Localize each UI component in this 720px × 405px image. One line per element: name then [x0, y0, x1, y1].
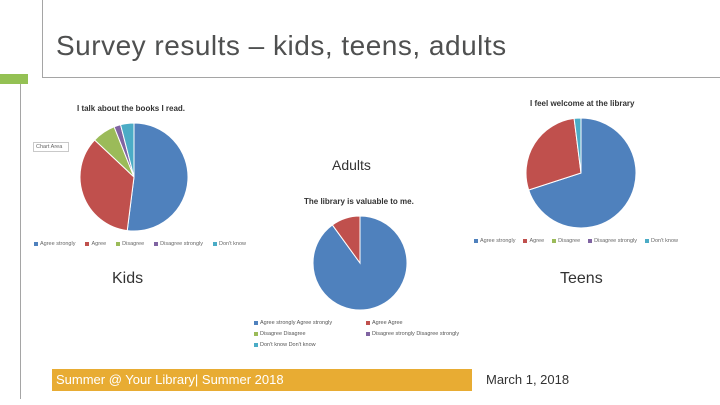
teens-label: Teens: [560, 270, 603, 287]
legend-swatch: [116, 242, 121, 246]
legend-label: Disagree strongly Disagree strongly: [372, 331, 460, 337]
legend-swatch: [254, 343, 258, 347]
legend-swatch: [34, 242, 38, 246]
footer-date: March 1, 2018: [486, 372, 570, 387]
legend-label: Don't know: [650, 238, 679, 244]
teens-slice-don-t-know: [573, 117, 582, 174]
teens-chart-title: I feel welcome at the library: [530, 99, 635, 108]
legend-label: Agree: [529, 238, 545, 244]
kids-chart-legend: Agree strongly Agree Disagree Disagree stro…: [34, 241, 246, 247]
adults-chart-legend: Agree strongly Agree strongly Agree Agree…: [254, 320, 476, 348]
legend-item: Don't know: [644, 238, 679, 244]
legend-label: Disagree strongly: [594, 238, 637, 244]
legend-label: Disagree: [122, 241, 145, 247]
legend-swatch: [644, 239, 649, 243]
legend-item: Agree Agree: [366, 320, 476, 326]
legend-label: Disagree: [558, 238, 581, 244]
kids-slice-don-t-know: [119, 122, 135, 178]
legend-item: Disagree strongly Disagree strongly: [366, 331, 476, 337]
kids-label: Kids: [112, 270, 144, 287]
legend-item: Don't know Don't know: [254, 342, 366, 348]
legend-label: Disagree strongly: [160, 241, 203, 247]
legend-item: Agree strongly: [34, 241, 75, 247]
legend-swatch: [154, 242, 159, 246]
legend-swatch: [523, 239, 528, 243]
legend-swatch: [254, 321, 258, 325]
legend-swatch: [552, 239, 557, 243]
kids-slice-agree-strongly: [126, 122, 189, 232]
legend-swatch: [474, 239, 478, 243]
legend-label: Don't know Don't know: [260, 342, 316, 348]
legend-item: Don't know: [212, 241, 247, 247]
legend-item: Disagree strongly: [154, 241, 203, 247]
chart-area-tag: Chart Area: [33, 142, 69, 152]
legend-label: Agree Agree: [372, 320, 403, 326]
legend-item: Disagree strongly: [588, 238, 637, 244]
legend-swatch: [366, 321, 370, 325]
legend-item: Disagree: [116, 241, 144, 247]
adults-label: Adults: [332, 157, 371, 173]
legend-swatch: [212, 242, 217, 246]
legend-item: Disagree Disagree: [254, 331, 366, 337]
title-horizontal-rule: [42, 77, 720, 78]
legend-label: Agree strongly: [480, 238, 516, 244]
kids-slice-disagree: [93, 126, 135, 178]
slide-title: Survey results – kids, teens, adults: [56, 30, 507, 61]
left-vertical-rule: [20, 84, 21, 399]
legend-swatch: [85, 242, 90, 246]
footer-banner: Summer @ Your Library| Summer 2018: [52, 369, 472, 391]
title-vertical-rule: [42, 0, 43, 77]
legend-item: Agree strongly: [474, 238, 515, 244]
legend-item: Agree: [85, 241, 106, 247]
kids-slice-disagree-strongly: [113, 124, 135, 178]
kids-slice-agree: [79, 139, 135, 232]
legend-label: Don't know: [218, 241, 247, 247]
adults-slice-agree-agree: [331, 215, 361, 265]
legend-swatch: [366, 332, 370, 336]
adults-chart-title: The library is valuable to me.: [304, 197, 414, 206]
legend-swatch: [588, 239, 593, 243]
teens-chart-legend: Agree strongly Agree Disagree Disagree stro…: [474, 238, 678, 244]
legend-swatch: [254, 332, 258, 336]
teens-slice-agree-strongly: [528, 117, 637, 229]
legend-label: Agree: [91, 241, 107, 247]
legend-label: Agree strongly Agree strongly: [260, 320, 333, 326]
legend-label: Disagree Disagree: [260, 331, 306, 337]
legend-item: Agree strongly Agree strongly: [254, 320, 366, 326]
legend-item: Disagree: [552, 238, 580, 244]
accent-block: [0, 74, 28, 84]
adults-slice-agree-strongly-agree-strongly: [312, 215, 408, 311]
legend-label: Agree strongly: [40, 241, 76, 247]
legend-item: Agree: [523, 238, 544, 244]
teens-slice-agree: [525, 117, 582, 191]
kids-chart-title: I talk about the books I read.: [77, 104, 186, 113]
